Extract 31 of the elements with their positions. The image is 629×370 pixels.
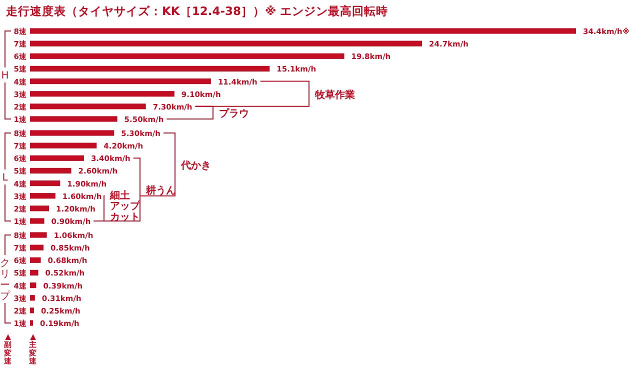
bar bbox=[30, 232, 47, 238]
annotation: プラウ bbox=[219, 108, 249, 120]
bar bbox=[30, 218, 44, 224]
text: L bbox=[2, 172, 8, 184]
bar bbox=[30, 206, 50, 212]
text: クリープ bbox=[0, 258, 11, 302]
bar bbox=[30, 104, 146, 110]
bar bbox=[30, 40, 422, 46]
bar bbox=[30, 168, 72, 174]
bar bbox=[30, 308, 34, 314]
bar bbox=[30, 130, 114, 136]
bar bbox=[30, 53, 344, 59]
bar bbox=[30, 78, 211, 84]
annotation: 代かき bbox=[180, 159, 211, 172]
bar bbox=[30, 155, 84, 161]
chart-title: 走行速度表（タイヤサイズ：KK［12.4-38］）※ エンジン最高回転時 bbox=[5, 4, 388, 18]
bar bbox=[30, 282, 36, 288]
bar bbox=[30, 320, 34, 326]
bar bbox=[30, 270, 38, 276]
text: H bbox=[1, 70, 9, 82]
bar bbox=[30, 257, 41, 263]
bar bbox=[30, 28, 576, 34]
annotation: 牧草作業 bbox=[314, 88, 355, 101]
bar bbox=[30, 244, 44, 250]
bar bbox=[30, 142, 97, 148]
bar bbox=[30, 66, 270, 72]
bar bbox=[30, 295, 35, 301]
bar bbox=[30, 193, 56, 199]
bar bbox=[30, 91, 174, 97]
bar bbox=[30, 116, 118, 122]
bar bbox=[30, 180, 60, 186]
